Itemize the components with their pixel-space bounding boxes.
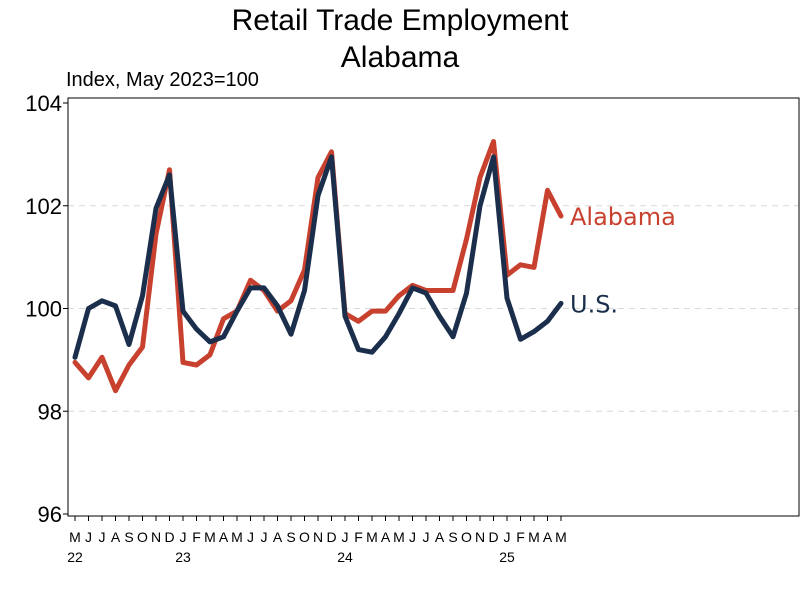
x-tick-label: J	[85, 529, 92, 545]
plot-frame	[67, 97, 800, 517]
x-tick-label: J	[504, 529, 511, 545]
y-axis-label: Index, May 2023=100	[66, 69, 259, 91]
x-tick-label: J	[423, 529, 430, 545]
y-axis: 96 98 100 102 104	[25, 91, 68, 527]
x-tick-label: A	[111, 529, 121, 545]
x-tick-label: F	[516, 529, 525, 545]
x-tick-label: J	[261, 529, 268, 545]
x-tick-label: M	[204, 529, 216, 545]
x-tick-label: M	[393, 529, 405, 545]
y-tick-label: 102	[25, 194, 62, 219]
series-lines	[72, 139, 564, 394]
x-tick-label: O	[299, 529, 310, 545]
y-tick-label: 96	[38, 502, 62, 527]
x-tick-label: N	[313, 529, 323, 545]
x-tick-label: F	[354, 529, 363, 545]
x-tick-label: J	[247, 529, 254, 545]
x-tick-label: S	[448, 529, 457, 545]
chart-title: Retail Trade Employment	[232, 4, 569, 37]
x-tick-label: A	[543, 529, 553, 545]
series-label-alabama: Alabama	[570, 203, 676, 231]
x-tick-label: D	[326, 529, 336, 545]
x-tick-label: J	[342, 529, 349, 545]
x-tick-label: S	[124, 529, 133, 545]
series-line-alabama	[72, 139, 564, 394]
x-tick-label: S	[286, 529, 295, 545]
x-tick-label: O	[461, 529, 472, 545]
x-tick-label: M	[528, 529, 540, 545]
chart-subtitle: Alabama	[341, 41, 460, 74]
x-tick-label: J	[409, 529, 416, 545]
x-tick-label: N	[475, 529, 485, 545]
x-axis: M J J A S O N D J F M A M J J A S O N D J F M A M J J A S O N D J F M A M22 2…	[67, 516, 567, 565]
x-year-label: 23	[175, 549, 191, 565]
x-tick-label: A	[219, 529, 229, 545]
y-tick-label: 98	[38, 399, 62, 424]
x-tick-label: A	[381, 529, 391, 545]
x-tick-label: M	[69, 529, 81, 545]
x-tick-label: M	[366, 529, 378, 545]
x-tick-label: J	[99, 529, 106, 545]
y-tick-label: 100	[25, 297, 62, 322]
x-tick-label: F	[192, 529, 201, 545]
x-tick-label: O	[137, 529, 148, 545]
series-line-us	[72, 154, 564, 360]
x-tick-label: N	[151, 529, 161, 545]
x-tick-label: J	[180, 529, 187, 545]
x-year-label: 22	[67, 549, 83, 565]
series-labels: Alabama U.S.	[570, 203, 676, 318]
x-tick-label: D	[164, 529, 174, 545]
x-tick-label: A	[273, 529, 283, 545]
series-label-us: U.S.	[570, 290, 618, 318]
x-tick-label: D	[488, 529, 498, 545]
x-tick-label: M	[555, 529, 567, 545]
x-year-label: 24	[337, 549, 353, 565]
y-tick-label: 104	[25, 91, 62, 116]
x-tick-label: M	[231, 529, 243, 545]
x-year-label: 25	[499, 549, 515, 565]
x-tick-label: A	[435, 529, 445, 545]
